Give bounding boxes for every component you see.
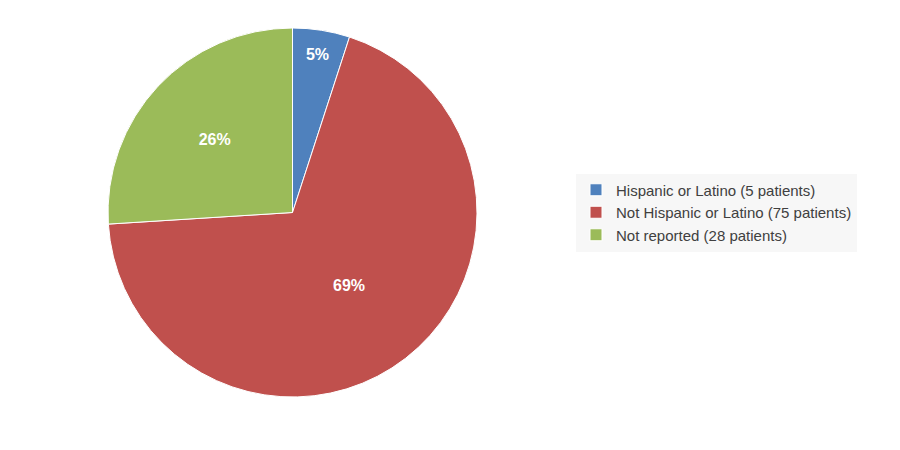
svg-text:5%: 5% bbox=[306, 46, 329, 63]
svg-text:Not Hispanic or Latino (75 pat: Not Hispanic or Latino (75 patients) bbox=[616, 204, 851, 221]
svg-text:69%: 69% bbox=[333, 277, 365, 294]
svg-text:26%: 26% bbox=[199, 131, 231, 148]
svg-text:Not reported (28 patients): Not reported (28 patients) bbox=[616, 227, 787, 244]
svg-text:Hispanic or Latino (5 patients: Hispanic or Latino (5 patients) bbox=[616, 182, 815, 199]
